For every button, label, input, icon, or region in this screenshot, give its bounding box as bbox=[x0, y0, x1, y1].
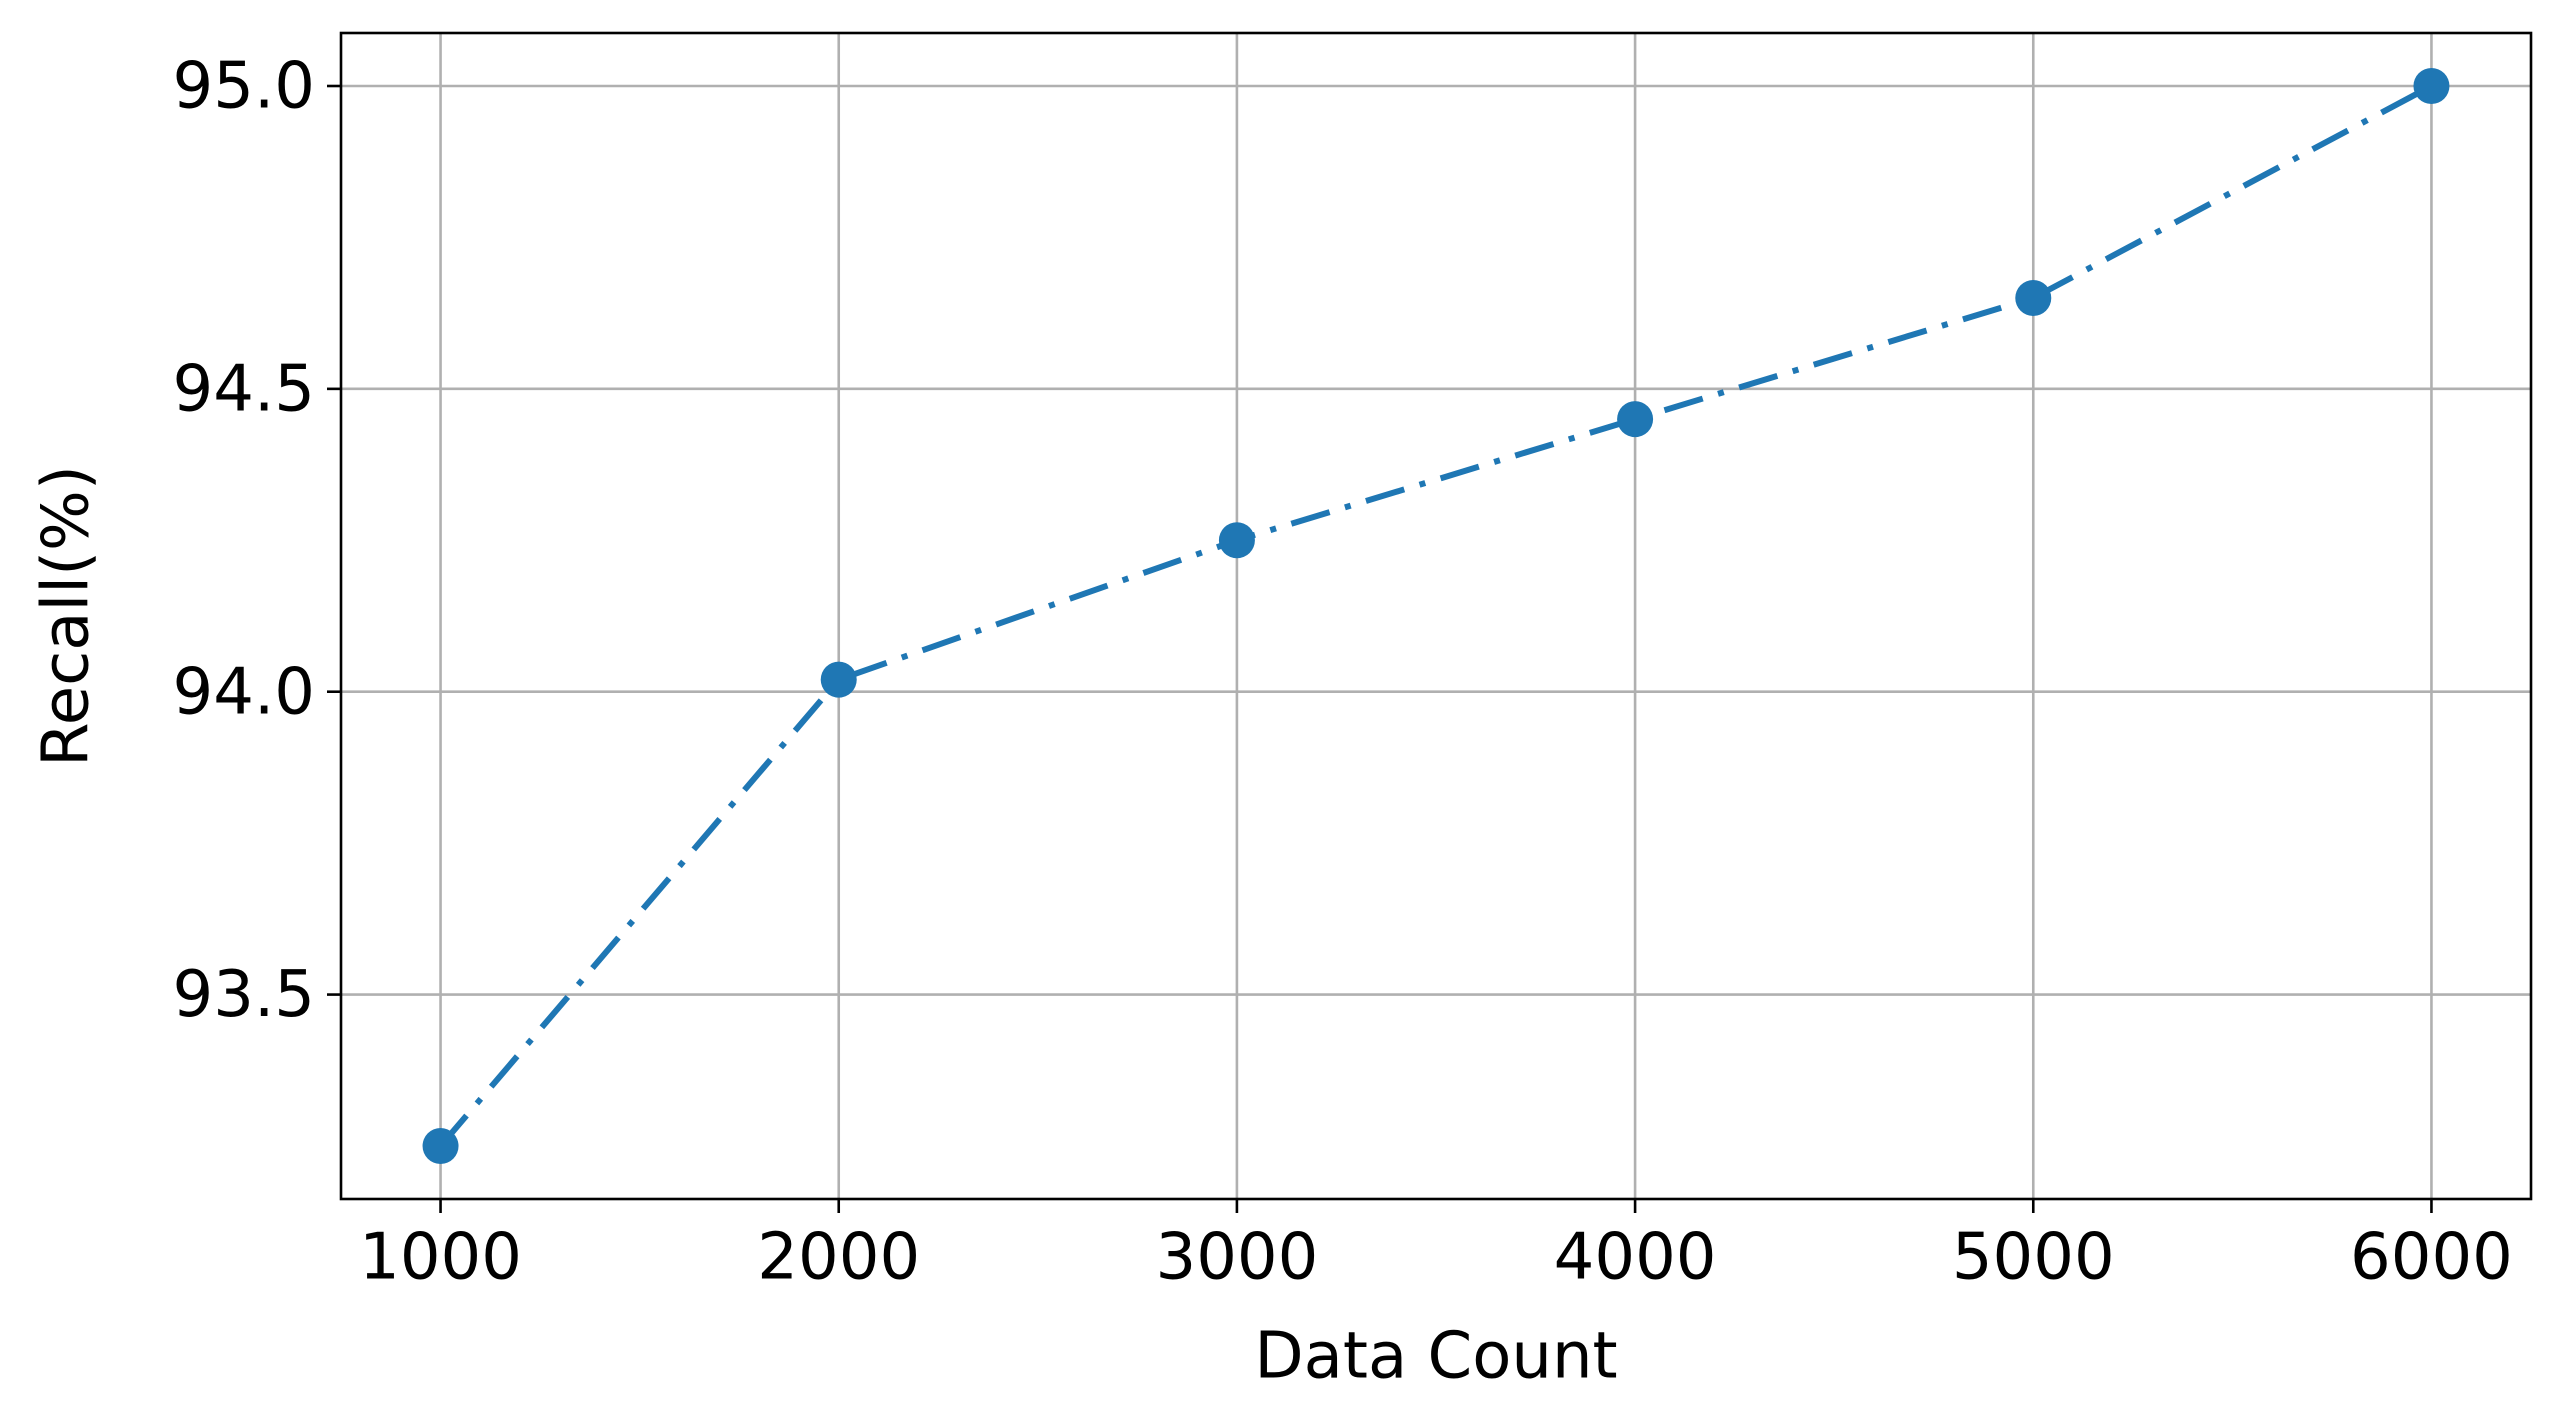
x-tick-label: 1000 bbox=[359, 1221, 522, 1295]
data-point bbox=[1218, 522, 1255, 559]
plot-frame bbox=[339, 31, 2533, 1201]
y-tick-label: 93.5 bbox=[173, 958, 316, 1032]
data-point bbox=[422, 1128, 459, 1164]
data-line bbox=[438, 83, 2433, 1148]
x-axis-label: Data Count bbox=[1254, 1320, 1617, 1394]
x-tick-label: 4000 bbox=[1554, 1221, 1717, 1295]
x-tick-label: 3000 bbox=[1155, 1221, 1318, 1295]
x-tick-label: 5000 bbox=[1952, 1221, 2115, 1295]
data-point bbox=[1617, 401, 1654, 438]
y-axis-label: Recall(%) bbox=[30, 465, 104, 767]
x-tick-label: 2000 bbox=[757, 1221, 920, 1295]
x-tick-label: 6000 bbox=[2350, 1221, 2513, 1295]
y-tick-label: 94.0 bbox=[173, 655, 316, 729]
data-point bbox=[820, 661, 857, 698]
data-point bbox=[2413, 68, 2450, 104]
y-tick-label: 95.0 bbox=[173, 50, 316, 124]
y-tick-label: 94.5 bbox=[173, 352, 316, 426]
data-point bbox=[2015, 280, 2052, 316]
